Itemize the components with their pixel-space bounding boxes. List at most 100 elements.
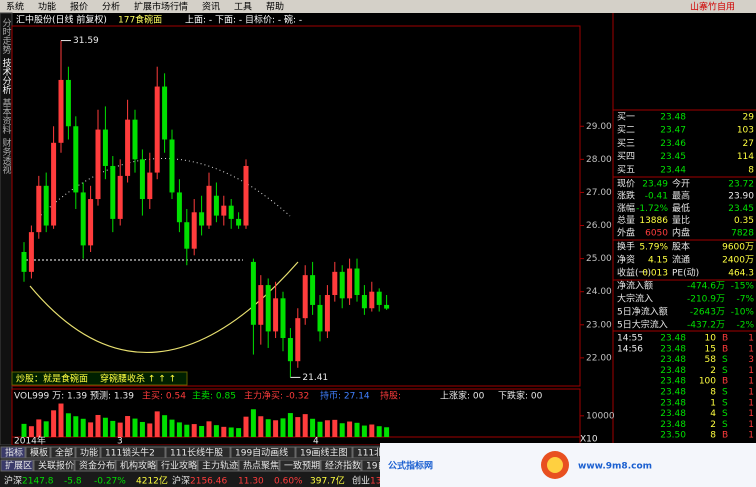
trade-side: S: [722, 366, 728, 376]
stat-value: 23.90: [728, 192, 754, 202]
y-tick-label: 28.00: [586, 155, 612, 165]
tab2[interactable]: 关联报价: [38, 460, 74, 472]
tab2-bg[interactable]: [197, 459, 239, 472]
annotation-right: 穿碗腰收杀 ↑ ↑ ↑: [100, 373, 176, 385]
trade-count: 1: [748, 409, 754, 419]
tab2-bg[interactable]: [320, 459, 362, 472]
left-tab[interactable]: 财务透视: [1, 137, 12, 175]
tab2-bg[interactable]: [33, 459, 75, 472]
tab[interactable]: 模板: [30, 447, 48, 459]
volume-bar: [176, 422, 182, 437]
menu-item[interactable]: 工具: [234, 2, 252, 13]
candle-body: [139, 159, 145, 200]
tab2[interactable]: 主力轨迹: [202, 460, 238, 472]
stat-label: 量比: [672, 214, 690, 226]
header-indicator: 177食碗面: [118, 14, 162, 26]
volume-bar: [354, 422, 360, 437]
flow-value: -474.6万: [687, 282, 725, 292]
tab-bg[interactable]: [25, 446, 51, 459]
tab2-bg[interactable]: [0, 459, 34, 472]
info-label: 换手: [617, 241, 635, 253]
candle-body: [36, 185, 42, 233]
tab2-bg[interactable]: [156, 459, 198, 472]
candle-body: [125, 119, 131, 176]
trade-time: 14:55: [617, 334, 643, 344]
volume-bar: [36, 419, 42, 437]
book-label: 买五: [617, 164, 635, 175]
trade-volume: 10: [705, 334, 717, 344]
tab2[interactable]: 行业攻略: [161, 460, 197, 472]
menu-item[interactable]: 系统: [6, 1, 24, 13]
menu-item[interactable]: 报价: [70, 1, 88, 13]
candle-body: [280, 298, 286, 339]
tab-bg[interactable]: [165, 446, 231, 459]
tab-right[interactable]: X10: [580, 435, 598, 445]
menu-item[interactable]: 分析: [102, 1, 120, 13]
price-panel: [11, 25, 581, 387]
tab-bg[interactable]: [230, 446, 296, 459]
tab-bg[interactable]: [100, 446, 166, 459]
flow-label: 5日净流入额: [617, 306, 668, 318]
tab[interactable]: 199自动画线: [235, 447, 288, 459]
book-volume: 103: [737, 126, 754, 136]
tab-bg[interactable]: [50, 446, 76, 459]
candle-body: [184, 222, 190, 249]
tab2-bg[interactable]: [74, 459, 116, 472]
tab-bg[interactable]: [0, 446, 26, 459]
status-item: 4212亿: [136, 475, 168, 487]
menu-item[interactable]: 扩展市场行情: [134, 1, 188, 13]
tab[interactable]: 111长线牛股: [170, 447, 223, 459]
volume-bar: [80, 418, 86, 437]
volume-bar: [361, 425, 367, 437]
left-tab[interactable]: 分时走势: [1, 18, 12, 55]
book-price: 23.48: [660, 113, 686, 123]
tab2-bg[interactable]: [238, 459, 280, 472]
tab2[interactable]: 经济指数: [325, 460, 361, 472]
tab[interactable]: 111锁头牛2: [105, 447, 155, 459]
volume-bar: [228, 427, 234, 437]
tab2[interactable]: 资金分布: [79, 460, 115, 472]
left-tab[interactable]: 技术分析: [1, 57, 12, 95]
candle-body: [250, 261, 256, 325]
tab-bg[interactable]: [75, 446, 101, 459]
tab[interactable]: 全部: [55, 447, 73, 459]
left-tab[interactable]: 基本资料: [1, 97, 12, 135]
candle-body: [384, 304, 390, 309]
tab[interactable]: 指标: [5, 447, 23, 459]
time-label: 3: [117, 437, 123, 447]
menu-item[interactable]: 资讯: [202, 2, 220, 13]
stat-value: -1.72%: [636, 204, 668, 214]
volume-bar: [295, 417, 301, 437]
trade-side: S: [722, 355, 728, 365]
book-price: 23.44: [660, 165, 686, 175]
stat-value: 23.49: [642, 180, 668, 190]
trade-side: B: [722, 431, 728, 441]
candle-body: [132, 119, 138, 160]
tab[interactable]: 19画线主图: [300, 447, 347, 459]
menu-item[interactable]: 功能: [38, 1, 56, 13]
candle-body: [302, 275, 308, 319]
book-price: 23.45: [660, 152, 686, 162]
volume-bar: [339, 423, 345, 437]
tab2-bg[interactable]: [279, 459, 321, 472]
tab2[interactable]: 扩展区: [5, 460, 32, 472]
volume-bar: [221, 426, 227, 437]
tab-bg[interactable]: [295, 446, 353, 459]
stat-label: 涨跌: [617, 191, 635, 202]
tab2[interactable]: 一致预期: [284, 460, 320, 472]
annotation-left: 炒股：就是食碗面: [16, 373, 88, 385]
info-value: 4.15: [648, 256, 668, 266]
flow-pct: -15%: [731, 282, 755, 292]
tab2[interactable]: 热点聚焦: [243, 460, 279, 472]
volume-tick-label: 10000: [586, 411, 615, 421]
tab2[interactable]: 机构攻略: [120, 460, 156, 472]
stat-value: 23.45: [728, 204, 754, 214]
stat-value: 7828: [731, 228, 754, 238]
trade-volume: 58: [705, 355, 717, 365]
tab[interactable]: 功能: [80, 447, 98, 459]
volume-bar: [384, 427, 390, 437]
trade-count: 1: [748, 398, 754, 408]
menu-item[interactable]: 帮助: [266, 1, 284, 13]
tab2-bg[interactable]: [115, 459, 157, 472]
trade-price: 23.48: [660, 409, 686, 419]
